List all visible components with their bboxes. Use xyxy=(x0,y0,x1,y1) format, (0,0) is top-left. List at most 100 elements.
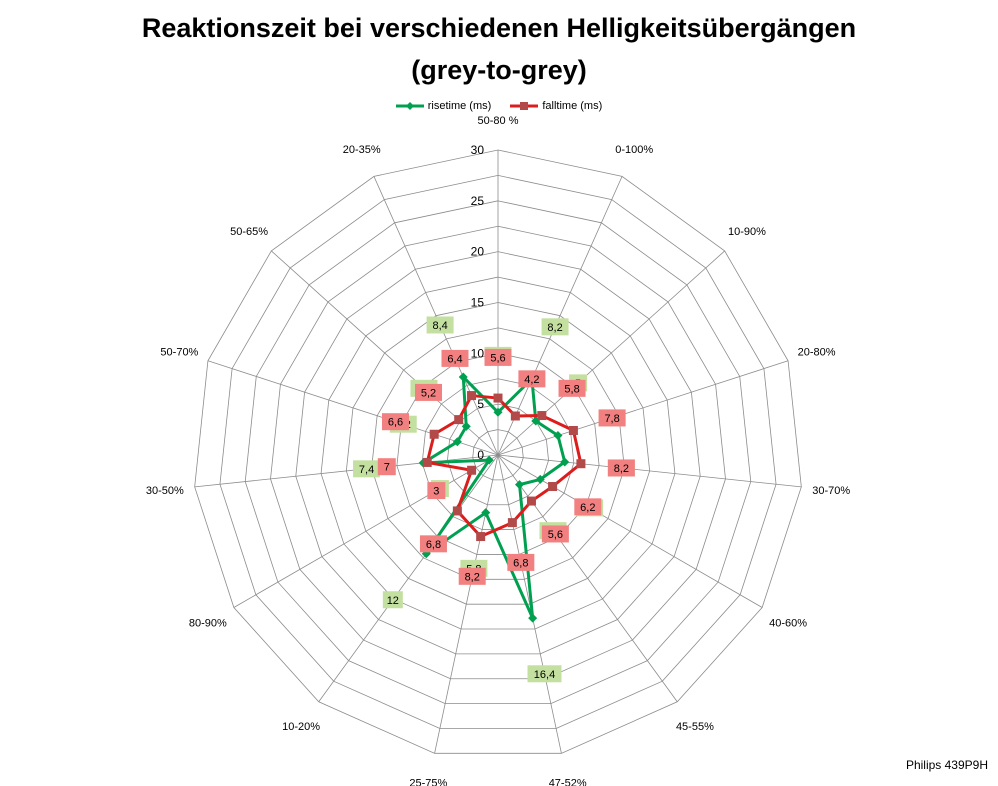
legend: risetime (ms) falltime (ms) xyxy=(0,100,998,114)
r-tick-label: 30 xyxy=(471,143,485,157)
data-label-bg xyxy=(419,535,447,553)
grid-spoke xyxy=(373,176,499,456)
data-point-falltime xyxy=(568,425,578,435)
data-label-bg xyxy=(414,383,442,401)
grid-ring xyxy=(447,403,549,506)
data-label-bg xyxy=(426,316,454,334)
chart-subtitle: (grey-to-grey) xyxy=(411,55,587,85)
data-point-risetime xyxy=(560,457,570,467)
data-label-falltime: 5,6 xyxy=(548,529,563,541)
data-label-bg xyxy=(527,665,562,683)
category-label: 30-50% xyxy=(146,485,184,497)
category-label: 50-65% xyxy=(230,226,268,238)
data-point-risetime xyxy=(515,480,525,490)
data-label-falltime: 3 xyxy=(433,486,439,498)
data-point-falltime xyxy=(467,391,477,401)
grid-ring xyxy=(472,429,524,481)
legend-swatch-falltime xyxy=(510,102,539,110)
data-point-falltime xyxy=(454,415,464,425)
category-label: 40-60% xyxy=(769,618,807,630)
r-tick-label: 5 xyxy=(477,397,484,411)
data-label-bg xyxy=(353,460,381,478)
data-point-falltime xyxy=(537,411,547,421)
data-point-falltime xyxy=(507,518,517,528)
data-label-bg xyxy=(607,459,635,477)
data-point-risetime xyxy=(484,455,494,465)
grid-ring xyxy=(371,327,625,580)
category-label: 45-55% xyxy=(676,721,714,733)
data-label-falltime: 4,2 xyxy=(524,374,539,386)
data-point-risetime xyxy=(535,474,545,484)
grid-ring xyxy=(194,149,802,754)
grid-ring xyxy=(219,175,777,729)
grid-ring xyxy=(320,276,676,630)
data-point-risetime xyxy=(452,437,462,447)
category-label: 80-90% xyxy=(189,618,227,630)
data-label-risetime: 12 xyxy=(387,595,399,607)
data-point-falltime xyxy=(476,532,486,542)
category-label: 50-80 % xyxy=(478,115,519,127)
source-label: Philips 439P9H xyxy=(905,758,988,772)
data-point-falltime xyxy=(576,459,586,469)
legend-label-falltime: falltime (ms) xyxy=(542,100,603,112)
data-point-risetime xyxy=(553,431,563,441)
legend-label-risetime: risetime (ms) xyxy=(427,100,492,112)
data-label-falltime: 6,6 xyxy=(388,417,403,429)
data-label-falltime: 5,6 xyxy=(490,352,505,364)
data-point-falltime xyxy=(422,457,432,467)
data-point-falltime xyxy=(526,496,536,506)
category-label: 25-75% xyxy=(409,778,447,786)
data-label-bg xyxy=(441,349,469,367)
grid-ring xyxy=(295,251,701,655)
grid-ring xyxy=(270,225,726,680)
category-label: 30-70% xyxy=(812,485,850,497)
grid-ring xyxy=(396,352,600,555)
data-point-falltime xyxy=(548,482,558,492)
category-label: 10-90% xyxy=(728,226,766,238)
data-point-risetime xyxy=(493,407,503,417)
category-label: 47-52% xyxy=(549,778,587,786)
data-point-risetime xyxy=(461,421,471,431)
grid-ring xyxy=(244,200,752,705)
data-label-bg xyxy=(541,318,569,336)
data-label-risetime: 7,4 xyxy=(359,464,374,476)
data-label-bg xyxy=(382,591,403,609)
data-point-risetime xyxy=(528,613,538,623)
data-label-bg xyxy=(558,379,586,397)
r-tick-label: 10 xyxy=(471,346,485,360)
grid-spoke xyxy=(233,454,499,608)
grid-spoke xyxy=(497,454,802,488)
data-point-falltime xyxy=(452,506,462,516)
category-label: 50-70% xyxy=(160,346,198,358)
data-label-bg xyxy=(574,498,602,516)
data-label-bg xyxy=(507,553,535,571)
data-label-falltime: 5,8 xyxy=(564,383,579,395)
data-point-risetime xyxy=(458,372,468,382)
r-tick-label: 15 xyxy=(471,296,485,310)
data-label-bg xyxy=(377,458,396,476)
grid-spoke xyxy=(434,454,499,754)
data-label-risetime: 16,4 xyxy=(534,669,555,681)
series-line-falltime xyxy=(425,394,583,539)
data-label-bg xyxy=(518,370,546,388)
data-label-bg xyxy=(458,567,486,585)
r-tick-label: 25 xyxy=(471,194,485,208)
data-point-risetime xyxy=(481,508,491,518)
data-label-falltime: 6,8 xyxy=(513,557,528,569)
category-label: 10-20% xyxy=(282,721,320,733)
data-label-bg xyxy=(484,348,512,366)
data-label-falltime: 6,8 xyxy=(426,539,441,551)
grid-spoke xyxy=(194,454,499,488)
grid-spoke xyxy=(318,454,499,702)
grid-spoke xyxy=(497,176,623,456)
data-label-falltime: 6,4 xyxy=(447,353,462,365)
data-label-falltime: 6,2 xyxy=(580,502,595,514)
data-point-falltime xyxy=(510,411,520,421)
grid-spoke xyxy=(497,454,678,702)
grid-spoke xyxy=(497,454,562,754)
grid-spoke xyxy=(497,360,789,456)
data-label-falltime: 8,2 xyxy=(614,463,629,475)
data-label-risetime: 8,4 xyxy=(432,320,447,332)
category-label: 20-80% xyxy=(798,346,836,358)
